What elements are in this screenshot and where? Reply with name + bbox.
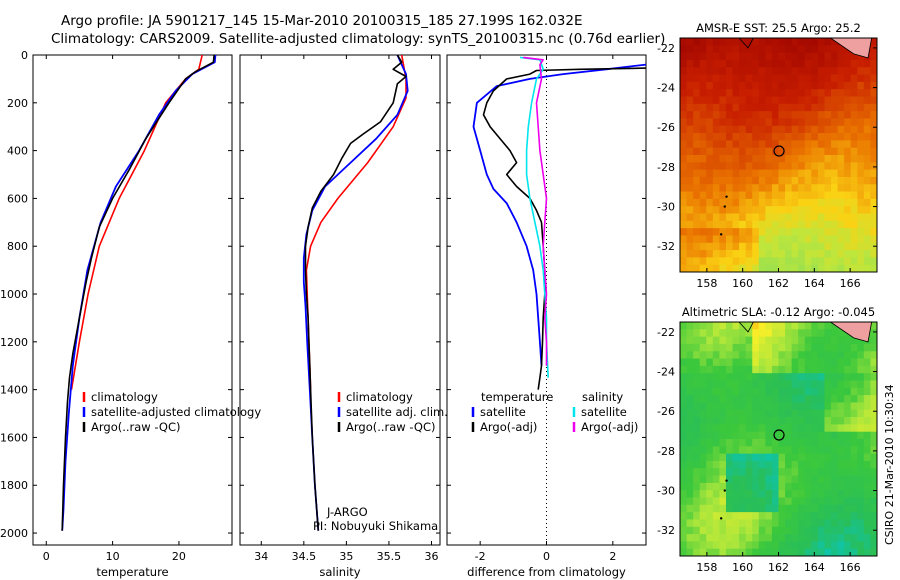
title-line-1: Argo profile: JA 5901217_145 15-Mar-2010… bbox=[61, 13, 583, 29]
depth-tick-label: 400 bbox=[7, 145, 28, 158]
sst-reef-dot bbox=[725, 195, 728, 198]
depth-tick-label: 200 bbox=[7, 97, 28, 110]
depth-tick-label: 2000 bbox=[0, 527, 28, 540]
sst-map-ytick-label: -28 bbox=[657, 161, 675, 174]
salinity-panel: 34 34.5 35 35.5 36 salinity climatologysatelli… bbox=[239, 54, 448, 579]
depth-tick-label: 600 bbox=[7, 192, 28, 205]
salinity-xlabel: salinity bbox=[319, 565, 360, 579]
sst-map-panel: AMSR-E SST: 25.5 Argo: 25.2 158 160 162 164 1… bbox=[657, 21, 878, 290]
depth-tick-label: 1600 bbox=[0, 431, 28, 444]
salinity-xtick-label: 35 bbox=[339, 550, 353, 563]
sla-argo-position-marker bbox=[773, 429, 785, 441]
depth-tick-label: 800 bbox=[7, 240, 28, 253]
sla-reef-dot bbox=[719, 517, 723, 520]
difference-xtick-label: 2 bbox=[609, 550, 616, 563]
difference-xtick-label: -2 bbox=[475, 550, 486, 563]
temperature-legend-item-2: Argo(..raw -QC) bbox=[91, 420, 181, 434]
sst-map-xtick-label: 164 bbox=[804, 277, 825, 290]
difference-series-3 bbox=[523, 56, 548, 366]
depth-tick-label: 1200 bbox=[0, 336, 28, 349]
sst-heatmap-cells bbox=[680, 38, 878, 273]
difference-legend-item-3: Argo(-adj) bbox=[581, 420, 638, 434]
legend-header-temperature: temperature bbox=[481, 390, 553, 404]
sla-map-ytick-label: -24 bbox=[657, 366, 675, 379]
sla-map-title: Altimetric SLA: -0.12 Argo: -0.045 bbox=[682, 305, 875, 319]
depth-tick-label: 1400 bbox=[0, 384, 28, 397]
salinity-xtick-label: 34 bbox=[254, 550, 268, 563]
sla-heatmap-cells bbox=[680, 322, 878, 557]
sla-reef-dot bbox=[723, 489, 726, 492]
sst-map-xtick-label: 162 bbox=[768, 277, 789, 290]
sla-map-xtick-label: 164 bbox=[804, 561, 825, 574]
temperature-xlabel: temperature bbox=[96, 565, 168, 579]
sst-argo-position-marker bbox=[773, 145, 785, 157]
sla-map-xtick-label: 166 bbox=[840, 561, 861, 574]
temperature-legend-item-0: climatology bbox=[91, 390, 158, 404]
legend-header-salinity: salinity bbox=[582, 390, 623, 404]
temperature-panel: 0 10 2002004006008001000120014001600180020… bbox=[0, 49, 261, 579]
salinity-series-2 bbox=[304, 55, 407, 531]
sla-map-xtick-label: 158 bbox=[696, 561, 717, 574]
sst-map-ytick-label: -24 bbox=[657, 82, 675, 95]
difference-xtick-label: 0 bbox=[543, 550, 550, 563]
sst-map-ytick-label: -26 bbox=[657, 121, 675, 134]
depth-tick-label: 0 bbox=[21, 49, 28, 62]
difference-panel: -2 0 2 difference from climatology temperatu… bbox=[446, 54, 647, 579]
sst-reef-dot bbox=[719, 233, 723, 236]
difference-xlabel: difference from climatology bbox=[467, 565, 626, 579]
sst-map-xtick-label: 166 bbox=[840, 277, 861, 290]
difference-legend-item-2: satellite bbox=[581, 405, 627, 419]
salinity-axes-frame bbox=[239, 54, 441, 546]
temperature-series-2 bbox=[61, 55, 215, 531]
depth-tick-label: 1800 bbox=[0, 479, 28, 492]
sla-map-ytick-label: -32 bbox=[657, 524, 675, 537]
sst-map-ytick-label: -22 bbox=[657, 42, 675, 55]
sla-map-xtick-label: 162 bbox=[768, 561, 789, 574]
pi-label: PI: Nobuyuki Shikama bbox=[313, 519, 438, 533]
sst-map-xtick-label: 160 bbox=[732, 277, 753, 290]
temperature-xtick-label: 20 bbox=[172, 550, 186, 563]
sla-map-ytick-label: -22 bbox=[657, 326, 675, 339]
salinity-series-1 bbox=[302, 55, 409, 531]
difference-series-2 bbox=[519, 56, 549, 378]
difference-legend-item-0: satellite bbox=[480, 405, 526, 419]
temperature-axes-frame bbox=[32, 54, 233, 546]
temperature-xtick-label: 10 bbox=[106, 550, 120, 563]
difference-legend-item-1: Argo(-adj) bbox=[480, 420, 537, 434]
salinity-xtick-label: 34.5 bbox=[292, 550, 317, 563]
temperature-series-1 bbox=[61, 55, 217, 531]
sla-map-ytick-label: -26 bbox=[657, 405, 675, 418]
difference-series-1 bbox=[482, 67, 646, 390]
sla-map-panel: Altimetric SLA: -0.12 Argo: -0.045 158 160… bbox=[657, 305, 878, 574]
sst-map-ytick-label: -30 bbox=[657, 201, 675, 214]
temperature-xtick-label: 0 bbox=[43, 550, 50, 563]
salinity-xtick-label: 36 bbox=[424, 550, 438, 563]
agency-label: J-ARGO bbox=[326, 505, 368, 519]
salinity-legend-item-2: Argo(..raw -QC) bbox=[346, 420, 436, 434]
sla-map-xtick-label: 160 bbox=[732, 561, 753, 574]
sst-reef-dot bbox=[723, 205, 726, 208]
sla-map-ytick-label: -28 bbox=[657, 445, 675, 458]
sst-map-title: AMSR-E SST: 25.5 Argo: 25.2 bbox=[696, 21, 861, 35]
temperature-series-0 bbox=[70, 55, 203, 390]
sla-map-ytick-label: -30 bbox=[657, 485, 675, 498]
salinity-legend-item-1: satellite adj. clim. bbox=[346, 405, 448, 419]
sst-map-ytick-label: -32 bbox=[657, 240, 675, 253]
sst-map-xtick-label: 158 bbox=[696, 277, 717, 290]
difference-series-0 bbox=[472, 63, 646, 366]
sla-reef-dot bbox=[725, 479, 728, 482]
salinity-xtick-label: 35.5 bbox=[377, 550, 402, 563]
salinity-legend-item-0: climatology bbox=[346, 390, 413, 404]
depth-tick-label: 1000 bbox=[0, 288, 28, 301]
title-line-2: Climatology: CARS2009. Satellite-adjuste… bbox=[51, 31, 665, 47]
timestamp-label: CSIRO 21-Mar-2010 10:30:34 bbox=[883, 384, 896, 545]
temperature-legend-item-1: satellite-adjusted climatology bbox=[91, 405, 261, 419]
